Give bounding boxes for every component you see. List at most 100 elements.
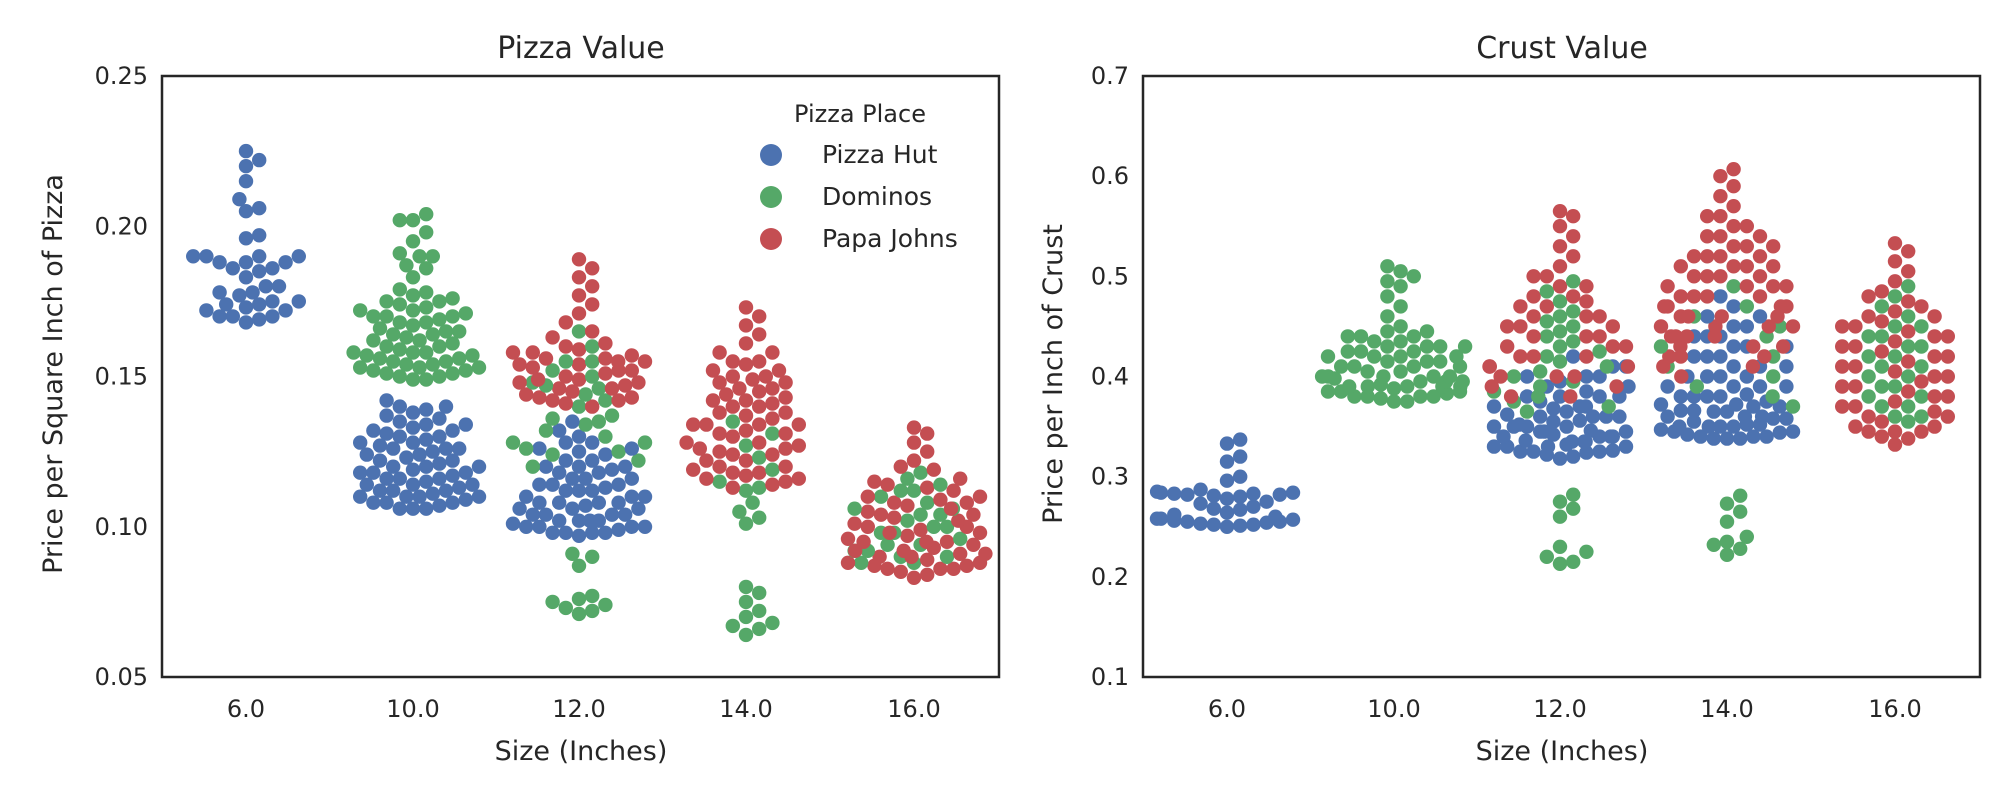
data-point-dominos — [1380, 324, 1394, 338]
data-point-papa-johns — [572, 357, 586, 371]
data-point-pizza-hut — [245, 285, 259, 299]
data-point-pizza-hut — [419, 475, 433, 489]
data-point-dominos — [545, 411, 559, 425]
data-point-dominos — [393, 315, 407, 329]
data-point-dominos — [1914, 409, 1928, 423]
data-point-papa-johns — [1713, 189, 1727, 203]
data-point-papa-johns — [1579, 294, 1593, 308]
data-point-dominos — [393, 342, 407, 356]
data-point-dominos — [900, 514, 914, 528]
data-point-pizza-hut — [532, 496, 546, 510]
data-point-papa-johns — [1621, 359, 1635, 373]
data-point-dominos — [393, 297, 407, 311]
data-point-papa-johns — [1674, 369, 1688, 383]
data-point-dominos — [933, 478, 947, 492]
data-point-papa-johns — [539, 351, 553, 365]
data-point-pizza-hut — [1233, 519, 1247, 533]
data-point-pizza-hut — [1487, 419, 1501, 433]
data-point-pizza-hut — [1726, 379, 1740, 393]
data-point-pizza-hut — [1687, 403, 1701, 417]
data-point-papa-johns — [712, 444, 726, 458]
data-point-papa-johns — [1550, 369, 1564, 383]
data-point-dominos — [519, 441, 533, 455]
data-point-papa-johns — [739, 318, 753, 332]
data-point-dominos — [1507, 369, 1521, 383]
data-point-papa-johns — [920, 444, 934, 458]
data-point-pizza-hut — [1726, 299, 1740, 313]
data-point-papa-johns — [526, 360, 540, 374]
data-point-papa-johns — [778, 460, 792, 474]
data-point-pizza-hut — [1246, 500, 1260, 514]
y-tick-label: 0.4 — [1091, 363, 1129, 391]
data-point-pizza-hut — [625, 490, 639, 504]
data-point-dominos — [739, 580, 753, 594]
data-point-pizza-hut — [1233, 490, 1247, 504]
data-point-pizza-hut — [366, 466, 380, 480]
data-point-papa-johns — [1753, 229, 1767, 243]
data-point-papa-johns — [752, 354, 766, 368]
y-tick-label: 0.15 — [95, 363, 148, 391]
data-point-papa-johns — [1901, 294, 1915, 308]
data-point-dominos — [1861, 349, 1875, 363]
data-point-pizza-hut — [445, 469, 459, 483]
data-point-papa-johns — [1941, 349, 1955, 363]
data-point-papa-johns — [1927, 349, 1941, 363]
legend-marker-dominos — [760, 186, 782, 208]
data-point-papa-johns — [638, 354, 652, 368]
y-tick-label: 0.25 — [95, 62, 148, 90]
data-point-dominos — [445, 291, 459, 305]
data-point-papa-johns — [1553, 259, 1567, 273]
data-point-papa-johns — [1674, 289, 1688, 303]
data-point-papa-johns — [861, 490, 875, 504]
data-point-dominos — [732, 505, 746, 519]
data-point-dominos — [445, 309, 459, 323]
data-point-papa-johns — [752, 466, 766, 480]
data-point-dominos — [1393, 349, 1407, 363]
data-point-dominos — [752, 450, 766, 464]
data-point-papa-johns — [1927, 329, 1941, 343]
data-point-dominos — [1901, 414, 1915, 428]
data-point-pizza-hut — [1533, 409, 1547, 423]
data-point-pizza-hut — [1713, 289, 1727, 303]
data-point-papa-johns — [953, 472, 967, 486]
data-point-pizza-hut — [252, 264, 266, 278]
data-point-papa-johns — [778, 426, 792, 440]
data-point-papa-johns — [1888, 437, 1902, 451]
data-point-dominos — [432, 294, 446, 308]
data-point-dominos — [765, 426, 779, 440]
data-point-papa-johns — [1757, 349, 1771, 363]
data-point-pizza-hut — [445, 423, 459, 437]
data-point-papa-johns — [585, 261, 599, 275]
data-point-pizza-hut — [578, 499, 592, 513]
data-point-dominos — [1360, 364, 1374, 378]
data-point-dominos — [1393, 264, 1407, 278]
data-point-dominos — [726, 414, 740, 428]
data-point-papa-johns — [1927, 309, 1941, 323]
data-point-pizza-hut — [1740, 387, 1754, 401]
data-point-pizza-hut — [278, 255, 292, 269]
data-point-papa-johns — [1848, 419, 1862, 433]
data-point-dominos — [1380, 274, 1394, 288]
data-point-papa-johns — [585, 279, 599, 293]
data-point-pizza-hut — [259, 279, 273, 293]
data-point-pizza-hut — [386, 460, 400, 474]
data-point-papa-johns — [874, 508, 888, 522]
data-point-papa-johns — [765, 345, 779, 359]
data-point-dominos — [419, 345, 433, 359]
data-point-papa-johns — [907, 453, 921, 467]
data-point-pizza-hut — [1604, 429, 1618, 443]
data-point-pizza-hut — [419, 432, 433, 446]
data-point-pizza-hut — [226, 261, 240, 275]
data-point-papa-johns — [1660, 279, 1674, 293]
data-point-pizza-hut — [1259, 495, 1273, 509]
data-point-pizza-hut — [565, 414, 579, 428]
data-point-dominos — [1393, 279, 1407, 293]
data-point-dominos — [585, 550, 599, 564]
data-point-papa-johns — [745, 372, 759, 386]
data-point-pizza-hut — [1674, 389, 1688, 403]
data-point-pizza-hut — [1619, 424, 1633, 438]
data-point-pizza-hut — [532, 441, 546, 455]
y-axis-label: Price per Inch of Crust — [1038, 224, 1069, 524]
data-point-pizza-hut — [292, 249, 306, 263]
data-point-pizza-hut — [1660, 379, 1674, 393]
